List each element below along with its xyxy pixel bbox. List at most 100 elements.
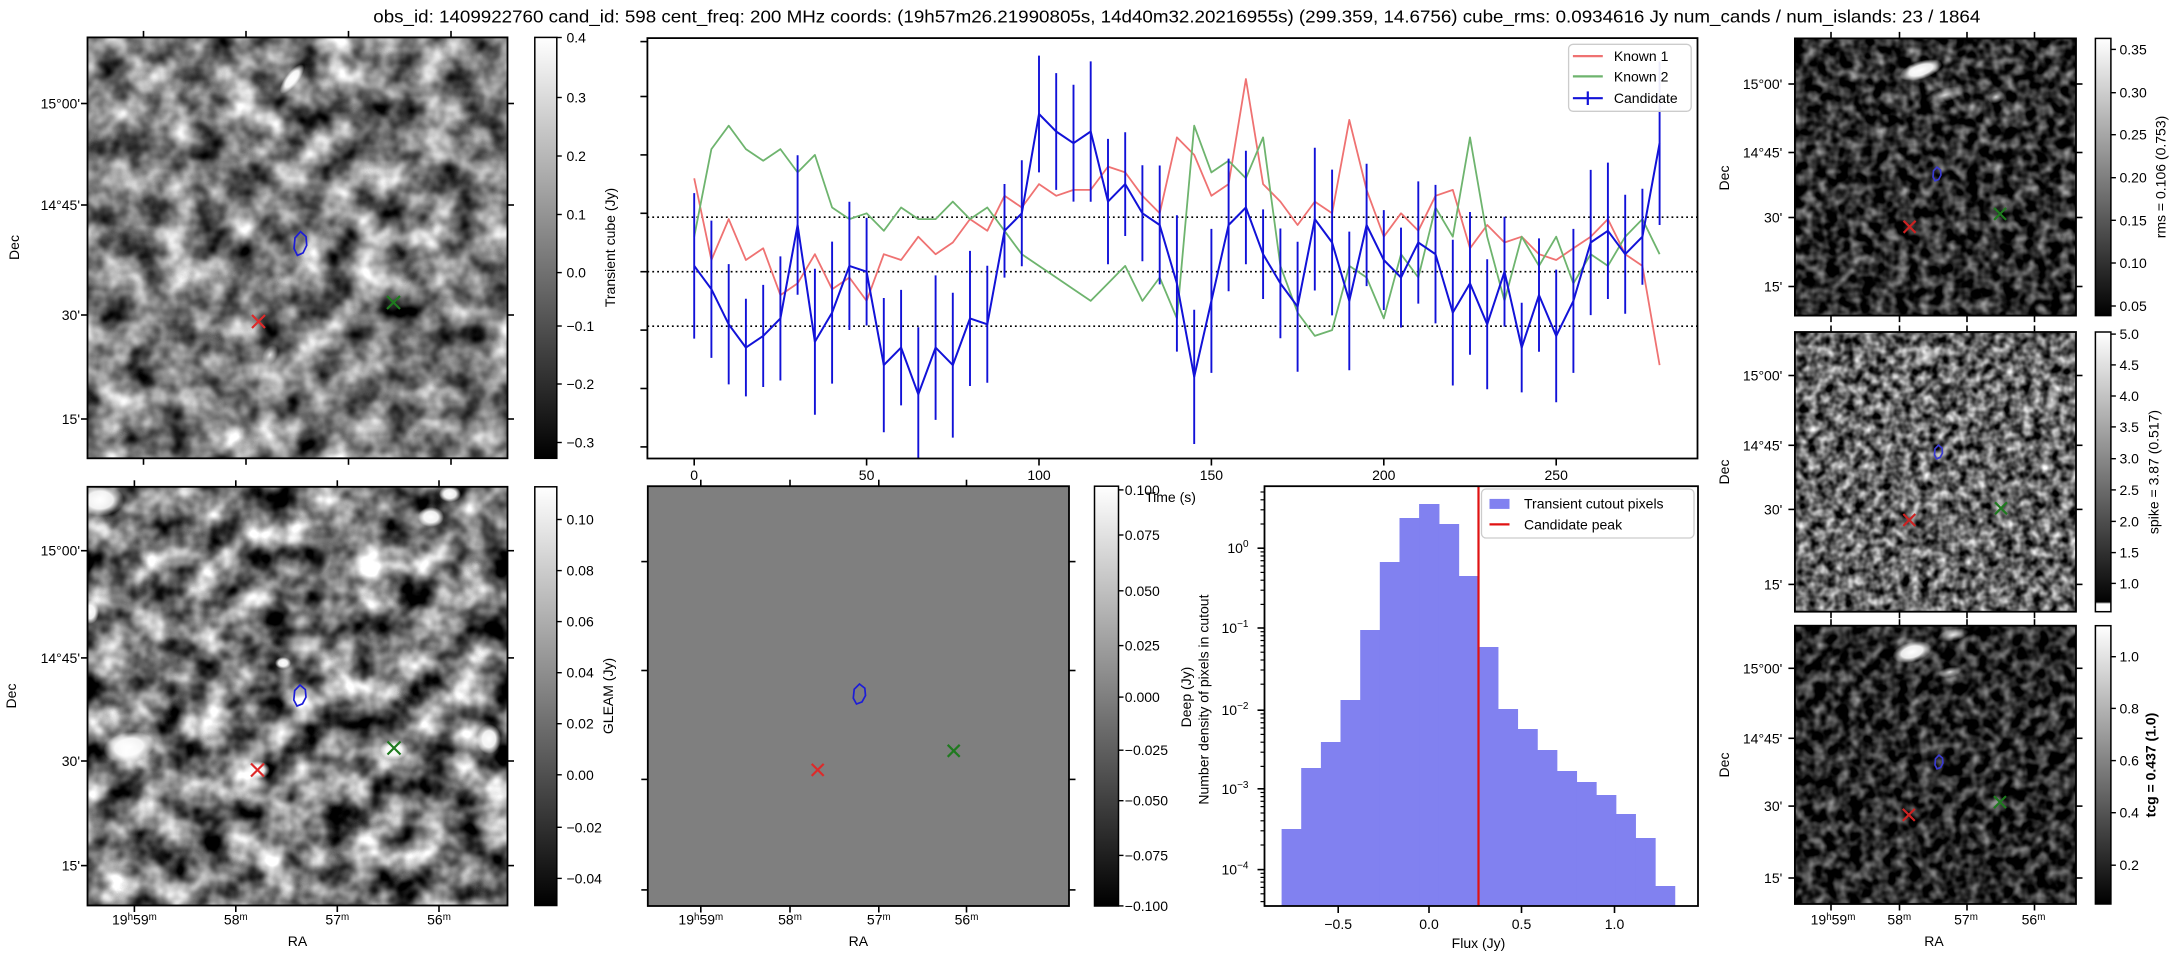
svg-text:0.35: 0.35 [2120, 41, 2147, 57]
svg-text:0.6: 0.6 [2120, 753, 2140, 769]
svg-text:1.0: 1.0 [2120, 649, 2140, 665]
svg-text:15': 15' [1764, 279, 1782, 295]
svg-text:Deep (Jy): Deep (Jy) [1178, 667, 1194, 728]
svg-text:Candidate peak: Candidate peak [1524, 516, 1623, 532]
svg-text:0.20: 0.20 [2120, 170, 2147, 186]
svg-text:150: 150 [1200, 467, 1224, 483]
svg-text:0.075: 0.075 [1125, 527, 1160, 543]
svg-text:RA: RA [1924, 933, 1944, 949]
svg-text:RA: RA [288, 933, 308, 949]
svg-text:0.10: 0.10 [567, 512, 594, 528]
svg-text:0.4: 0.4 [567, 30, 587, 46]
svg-text:4.5: 4.5 [2120, 357, 2140, 373]
svg-text:2.5: 2.5 [2120, 482, 2140, 498]
svg-text:0.5: 0.5 [1512, 916, 1532, 932]
svg-text:Flux (Jy): Flux (Jy) [1452, 935, 1506, 951]
svg-text:0.05: 0.05 [2120, 298, 2147, 314]
svg-text:0.04: 0.04 [567, 665, 594, 681]
svg-text:30': 30' [62, 753, 80, 769]
svg-text:100: 100 [1027, 467, 1051, 483]
svg-text:0: 0 [690, 467, 698, 483]
svg-text:GLEAM (Jy): GLEAM (Jy) [600, 658, 616, 734]
svg-text:19h59m: 19h59m [112, 912, 157, 928]
svg-text:3.5: 3.5 [2120, 419, 2140, 435]
svg-text:Number density of pixels in cu: Number density of pixels in cutout [1195, 594, 1211, 804]
svg-text:Dec: Dec [1716, 166, 1732, 191]
svg-text:−0.04: −0.04 [567, 870, 603, 886]
svg-text:14°45': 14°45' [41, 650, 80, 666]
svg-text:0.0: 0.0 [1419, 916, 1439, 932]
svg-text:19h59m: 19h59m [1811, 912, 1856, 928]
svg-text:0.000: 0.000 [1125, 689, 1160, 705]
svg-text:0.00: 0.00 [567, 767, 594, 783]
svg-text:14°45': 14°45' [1743, 730, 1782, 746]
svg-text:RA: RA [849, 933, 869, 949]
svg-text:Known 1: Known 1 [1614, 48, 1669, 64]
svg-text:15': 15' [1764, 576, 1782, 592]
svg-text:30': 30' [1764, 798, 1782, 814]
svg-text:Dec: Dec [6, 235, 22, 260]
svg-text:−0.02: −0.02 [567, 819, 603, 835]
svg-text:4.0: 4.0 [2120, 388, 2140, 404]
svg-text:−0.100: −0.100 [1125, 898, 1168, 914]
svg-text:Dec: Dec [1716, 460, 1732, 485]
svg-text:2.0: 2.0 [2120, 513, 2140, 529]
svg-text:Candidate: Candidate [1614, 90, 1678, 106]
svg-text:−0.2: −0.2 [567, 376, 595, 392]
svg-text:spike = 3.87 (0.517): spike = 3.87 (0.517) [2146, 410, 2162, 534]
svg-text:Dec: Dec [1716, 753, 1732, 778]
svg-text:0.06: 0.06 [567, 614, 594, 630]
svg-text:−0.025: −0.025 [1125, 742, 1168, 758]
svg-text:Time (s): Time (s) [1145, 489, 1196, 505]
svg-text:19h59m: 19h59m [678, 912, 723, 928]
svg-text:15°00': 15°00' [1743, 660, 1782, 676]
svg-text:14°45': 14°45' [1743, 145, 1782, 161]
svg-text:15': 15' [62, 858, 80, 874]
svg-text:30': 30' [1764, 210, 1782, 226]
svg-text:1.0: 1.0 [1605, 916, 1625, 932]
svg-text:−0.5: −0.5 [1324, 916, 1352, 932]
svg-text:0.10: 0.10 [2120, 255, 2147, 271]
svg-text:0.3: 0.3 [567, 90, 587, 106]
svg-text:200: 200 [1372, 467, 1396, 483]
svg-text:obs_id: 1409922760 cand_id: 59: obs_id: 1409922760 cand_id: 598 cent_fre… [373, 7, 1980, 27]
svg-text:0.8: 0.8 [2120, 700, 2140, 716]
svg-text:−0.050: −0.050 [1125, 793, 1168, 809]
svg-text:0.2: 0.2 [567, 148, 587, 164]
svg-text:Known 2: Known 2 [1614, 68, 1669, 84]
svg-text:1.5: 1.5 [2120, 545, 2140, 561]
svg-text:15': 15' [1764, 870, 1782, 886]
svg-text:1.0: 1.0 [2120, 575, 2140, 591]
svg-text:0.30: 0.30 [2120, 85, 2147, 101]
svg-text:Transient cutout pixels: Transient cutout pixels [1524, 496, 1664, 512]
svg-text:0.050: 0.050 [1125, 583, 1160, 599]
svg-text:5.0: 5.0 [2120, 326, 2140, 342]
svg-text:0.1: 0.1 [567, 207, 587, 223]
svg-text:0.025: 0.025 [1125, 638, 1160, 654]
svg-text:15°00': 15°00' [41, 543, 80, 559]
svg-text:0.25: 0.25 [2120, 127, 2147, 143]
svg-text:15°00': 15°00' [1743, 368, 1782, 384]
svg-text:15°00': 15°00' [1743, 76, 1782, 92]
svg-text:15': 15' [62, 411, 80, 427]
svg-text:tcg = 0.437 (1.0): tcg = 0.437 (1.0) [2143, 713, 2159, 818]
svg-text:250: 250 [1545, 467, 1569, 483]
svg-text:0.15: 0.15 [2120, 212, 2147, 228]
svg-text:0.4: 0.4 [2120, 805, 2140, 821]
svg-text:14°45': 14°45' [41, 197, 80, 213]
svg-text:0.2: 0.2 [2120, 857, 2140, 873]
svg-text:0.0: 0.0 [567, 265, 587, 281]
svg-text:30': 30' [62, 307, 80, 323]
svg-text:0.08: 0.08 [567, 563, 594, 579]
svg-text:−0.075: −0.075 [1125, 847, 1168, 863]
svg-text:rms = 0.106 (0.753): rms = 0.106 (0.753) [2153, 116, 2169, 239]
svg-text:0.100: 0.100 [1125, 482, 1160, 498]
svg-text:50: 50 [859, 467, 875, 483]
svg-text:Transient cube (Jy): Transient cube (Jy) [602, 188, 618, 307]
svg-text:3.0: 3.0 [2120, 451, 2140, 467]
svg-text:0.02: 0.02 [567, 716, 594, 732]
svg-text:15°00': 15°00' [41, 96, 80, 112]
svg-text:Dec: Dec [3, 684, 19, 709]
svg-text:−0.1: −0.1 [567, 318, 595, 334]
svg-text:30': 30' [1764, 501, 1782, 517]
